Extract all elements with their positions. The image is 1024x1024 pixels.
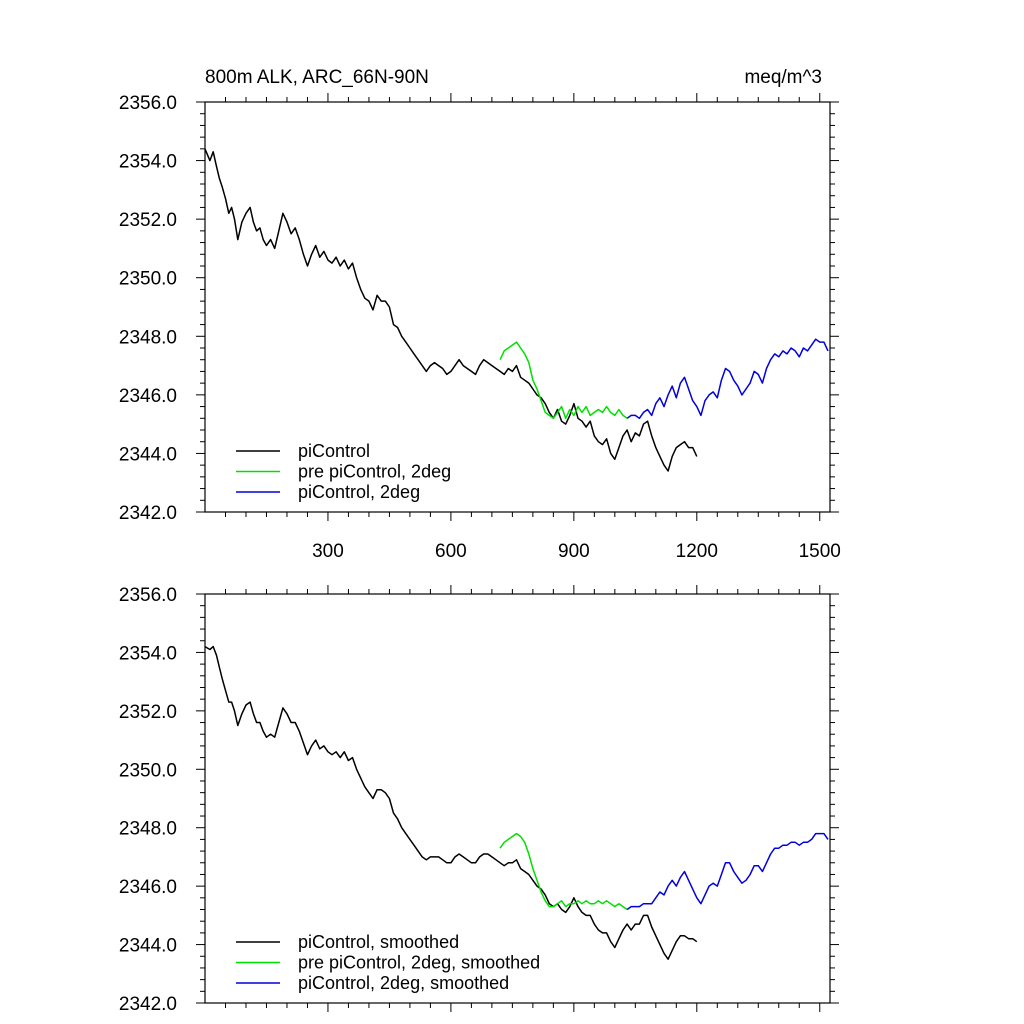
y-tick-label: 2352.0 <box>119 210 177 231</box>
series-line-1 <box>499 341 628 420</box>
bottom-panel: 2342.0 2344.0 2346.0 2348.0 2350.0 2352.0 2354… <box>119 585 839 1015</box>
legend-label: piControl <box>298 441 370 461</box>
legend-label: pre piControl, 2deg <box>298 462 451 482</box>
x-tick-label: 1200 <box>676 541 718 562</box>
y-tick-label: 2346.0 <box>119 386 177 407</box>
y-tick-label: 2354.0 <box>119 152 177 173</box>
y-tick-label: 2350.0 <box>119 269 177 290</box>
plot-frame <box>204 593 831 1004</box>
series-line-1 <box>499 832 628 911</box>
y-tick-label: 2346.0 <box>119 877 177 898</box>
y-tick-label: 2354.0 <box>119 643 177 664</box>
y-tick-label: 2348.0 <box>119 819 177 840</box>
x-tick-label: 300 <box>312 541 344 562</box>
x-tick-label: 900 <box>558 541 590 562</box>
series-line-2 <box>626 832 829 911</box>
y-tick-label: 2344.0 <box>119 936 177 957</box>
figure-units: meq/m^3 <box>744 67 822 88</box>
series-line-0 <box>204 148 698 472</box>
legend-label: piControl, 2deg <box>298 482 420 502</box>
y-tick-label: 2356.0 <box>119 93 177 114</box>
series-line-2 <box>626 338 829 420</box>
top-panel: 2342.0 2344.0 2346.0 2348.0 2350.0 2352.0 2354… <box>119 93 841 562</box>
legend-label: pre piControl, 2deg, smoothed <box>298 953 540 973</box>
y-tick-label: 2344.0 <box>119 444 177 465</box>
figure-title: 800m ALK, ARC_66N-90N <box>205 67 429 88</box>
x-tick-label: 600 <box>435 541 467 562</box>
y-tick-label: 2342.0 <box>119 994 177 1015</box>
y-tick-label: 2342.0 <box>119 503 177 524</box>
y-tick-label: 2356.0 <box>119 585 177 606</box>
plot-frame <box>204 101 831 513</box>
y-tick-label: 2348.0 <box>119 327 177 348</box>
y-tick-label: 2350.0 <box>119 760 177 781</box>
legend-label: piControl, smoothed <box>298 932 459 952</box>
x-tick-label: 1500 <box>799 541 841 562</box>
y-tick-label: 2352.0 <box>119 702 177 723</box>
legend-label: piControl, 2deg, smoothed <box>298 973 509 993</box>
series-line-0 <box>204 645 698 960</box>
